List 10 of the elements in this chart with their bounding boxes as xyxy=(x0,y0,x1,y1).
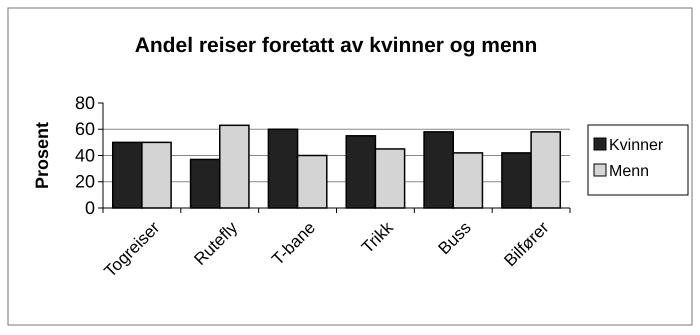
y-tick-label: 0 xyxy=(84,198,95,218)
legend-label: Kvinner xyxy=(609,137,664,154)
y-tick-label: 60 xyxy=(74,119,95,140)
legend-label: Menn xyxy=(609,163,650,180)
x-tick-label: Trikk xyxy=(358,218,398,258)
y-axis-title: Prosent xyxy=(32,122,52,190)
chart-title: Andel reiser foretatt av kvinner og menn xyxy=(134,34,538,57)
y-tick-label: 20 xyxy=(74,172,95,192)
y-tick-label: 80 xyxy=(74,92,95,113)
y-tick-label: 40 xyxy=(74,145,95,166)
